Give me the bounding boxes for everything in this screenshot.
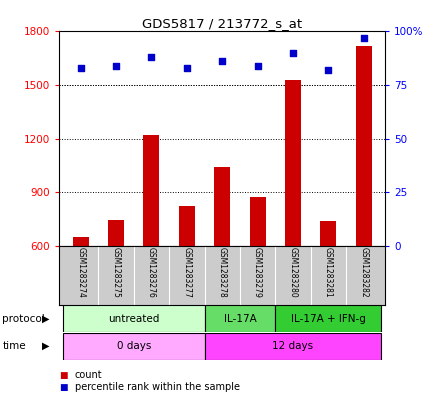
Text: percentile rank within the sample: percentile rank within the sample (75, 382, 240, 392)
Text: GSM1283280: GSM1283280 (289, 248, 297, 298)
Point (254, 62, 261, 69)
Bar (356, 46, 372, 246)
Point (290, 50, 297, 56)
Point (360, 35, 367, 41)
Bar (275, 305, 381, 332)
Point (183, 65, 191, 71)
Text: ▶: ▶ (42, 314, 49, 324)
Text: ■: ■ (59, 371, 68, 380)
Point (219, 58, 226, 64)
Bar (205, 305, 275, 332)
Point (325, 67, 332, 73)
Text: count: count (75, 370, 103, 380)
Text: time: time (2, 341, 26, 351)
Text: GSM1283279: GSM1283279 (253, 248, 262, 298)
Bar (63, 333, 205, 360)
Bar (285, 80, 301, 246)
Text: GSM1283274: GSM1283274 (76, 248, 85, 298)
Text: IL-17A + IFN-g: IL-17A + IFN-g (291, 314, 366, 324)
Text: GSM1283275: GSM1283275 (111, 248, 121, 298)
Text: GSM1283276: GSM1283276 (147, 248, 156, 298)
Text: ▶: ▶ (42, 341, 49, 351)
Text: 12 days: 12 days (272, 341, 314, 351)
Bar (320, 220, 336, 246)
Text: protocol: protocol (2, 314, 45, 324)
Bar (143, 135, 159, 246)
Point (113, 62, 120, 69)
Text: GSM1283277: GSM1283277 (182, 248, 191, 298)
Bar (205, 333, 381, 360)
Point (148, 54, 155, 60)
Title: GDS5817 / 213772_s_at: GDS5817 / 213772_s_at (142, 17, 302, 30)
Point (77, 65, 84, 71)
Text: GSM1283278: GSM1283278 (218, 248, 227, 298)
Text: GSM1283282: GSM1283282 (359, 248, 368, 298)
Bar (214, 167, 230, 246)
Bar (179, 206, 195, 246)
Bar (108, 220, 124, 246)
Text: GSM1283281: GSM1283281 (324, 248, 333, 298)
Text: ■: ■ (59, 383, 68, 391)
Text: 0 days: 0 days (117, 341, 151, 351)
Text: IL-17A: IL-17A (224, 314, 256, 324)
Bar (249, 197, 266, 246)
Text: untreated: untreated (108, 314, 159, 324)
Bar (63, 305, 205, 332)
Bar (73, 237, 88, 246)
